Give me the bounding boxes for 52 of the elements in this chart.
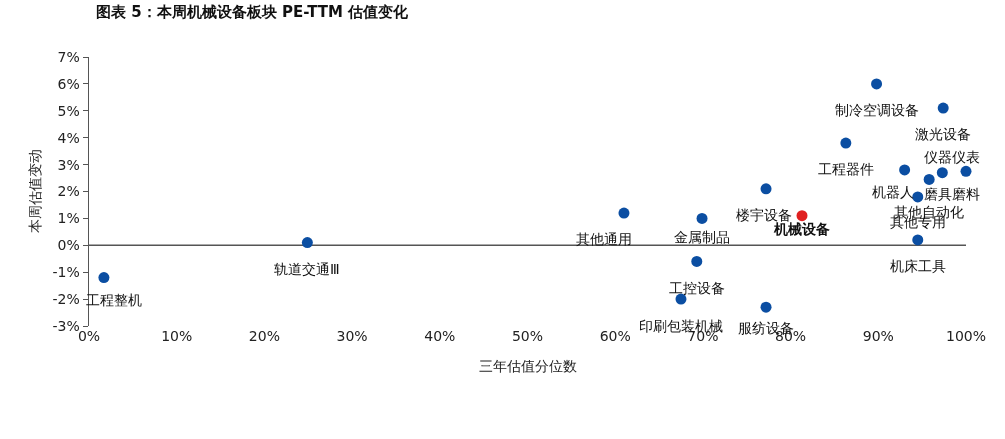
- chart-title: 图表 5：本周机械设备板块 PE-TTM 估值变化: [96, 3, 410, 22]
- x-tick-label: 10%: [161, 328, 193, 344]
- y-tick-label: -1%: [52, 264, 80, 281]
- point: [796, 210, 808, 222]
- annotation: 制冷空调设备: [835, 102, 919, 118]
- point: [923, 173, 935, 185]
- point: [760, 183, 772, 195]
- x-tick-label: 50%: [511, 328, 544, 344]
- y-tick-label: 1%: [57, 210, 80, 227]
- point: [936, 167, 948, 179]
- annotation: 其他通用: [576, 231, 632, 247]
- point: [760, 301, 772, 313]
- point: [912, 234, 924, 246]
- annotation: 楼宇设备: [736, 207, 792, 223]
- point: [937, 102, 949, 114]
- x-tick-label: 40%: [424, 328, 456, 344]
- annotation: 金属制品: [674, 229, 730, 245]
- x-tick-label: 30%: [336, 328, 368, 344]
- annotation: 激光设备: [915, 126, 971, 142]
- annotation: 工控设备: [669, 280, 725, 296]
- annotation: 工程器件: [818, 161, 874, 177]
- series-label: 机械设备: [773, 221, 830, 238]
- y-axis-title: 本周估值变动: [27, 149, 44, 234]
- annotation: 轨道交通Ⅲ: [274, 261, 340, 277]
- annotation: 仪器仪表: [924, 149, 980, 165]
- y-tick-label: 4%: [57, 129, 80, 146]
- point: [960, 165, 972, 177]
- point: [899, 164, 911, 176]
- y-tick-label: 3%: [57, 156, 80, 173]
- x-tick-label: 100%: [945, 328, 987, 344]
- point: [840, 137, 852, 149]
- x-axis-title: 三年估值分位数: [478, 358, 577, 375]
- point: [301, 237, 313, 249]
- annotation: 机床工具: [890, 258, 946, 274]
- point: [691, 255, 703, 267]
- annotation: 磨具磨料: [924, 186, 980, 202]
- x-tick-label: 20%: [248, 328, 280, 344]
- x-tick-label: 90%: [862, 328, 894, 344]
- y-tick-label: -3%: [52, 317, 80, 334]
- point: [912, 191, 924, 203]
- point: [618, 207, 630, 219]
- y-tick-label: 6%: [57, 75, 80, 92]
- annotation: 机器人: [872, 184, 914, 200]
- point: [871, 78, 883, 90]
- y-tick-label: 5%: [57, 102, 80, 119]
- point: [696, 212, 708, 224]
- y-tick-label: 7%: [57, 48, 80, 65]
- y-tick-label: 0%: [57, 237, 80, 254]
- y-tick-label: -2%: [52, 291, 80, 307]
- point: [98, 272, 110, 284]
- x-tick-label: 60%: [599, 328, 631, 344]
- y-tick-label: 2%: [57, 183, 80, 200]
